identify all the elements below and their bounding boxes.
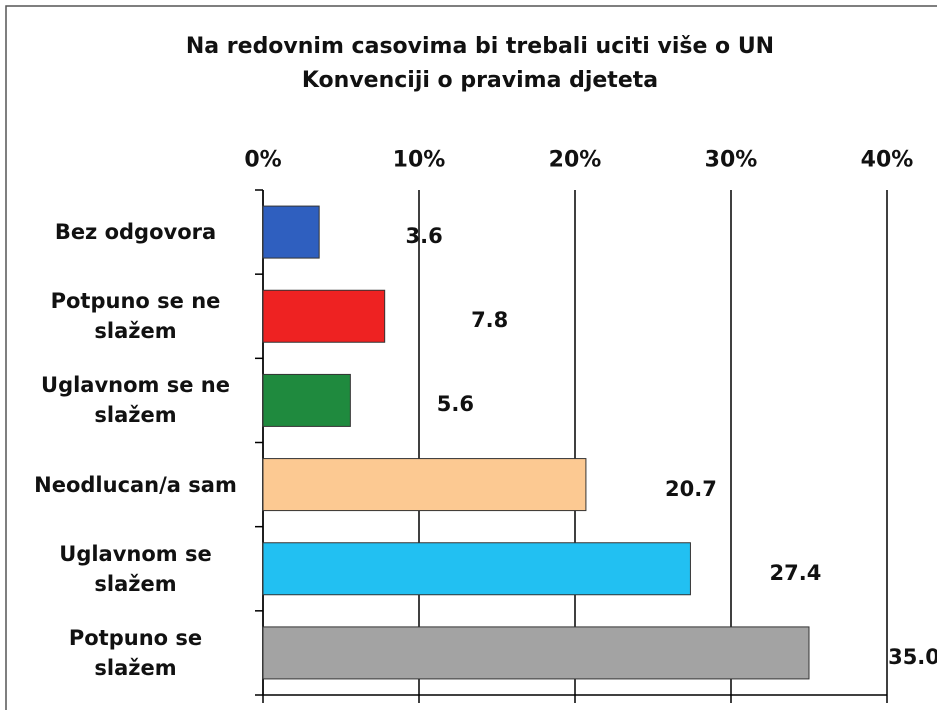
y-tick-label: Neodlucan/a sam (34, 472, 237, 497)
x-tick-label: 30% (704, 147, 758, 173)
bar (262, 205, 320, 259)
x-tick-label: 40% (860, 147, 914, 173)
value-label: 7.8 (471, 308, 509, 333)
y-tick-label: Bez odgovora (54, 220, 217, 245)
bar (262, 458, 587, 512)
bar (262, 289, 386, 343)
bar (262, 542, 691, 596)
bar (262, 626, 810, 680)
frame (5, 5, 937, 710)
x-tick-label: 20% (548, 147, 602, 173)
y-tick-label: Uglavnom se slažem (59, 541, 212, 596)
chart-title: Na redovnim casovima bi trebali uciti vi… (185, 34, 775, 93)
x-tick-label: 0% (244, 147, 282, 173)
bar (262, 373, 351, 427)
value-label: 35.0 (888, 644, 937, 669)
y-tick-label: Potpuno se ne slažem (50, 289, 221, 344)
value-label: 20.7 (664, 476, 717, 501)
y-tick-label: Potpuno se slažem (68, 625, 203, 680)
x-tick-label: 10% (392, 147, 446, 173)
y-tick-label: Uglavnom se ne slažem (41, 373, 230, 428)
value-label: 5.6 (436, 392, 474, 417)
value-label: 27.4 (769, 560, 822, 585)
value-label: 3.6 (405, 224, 443, 249)
